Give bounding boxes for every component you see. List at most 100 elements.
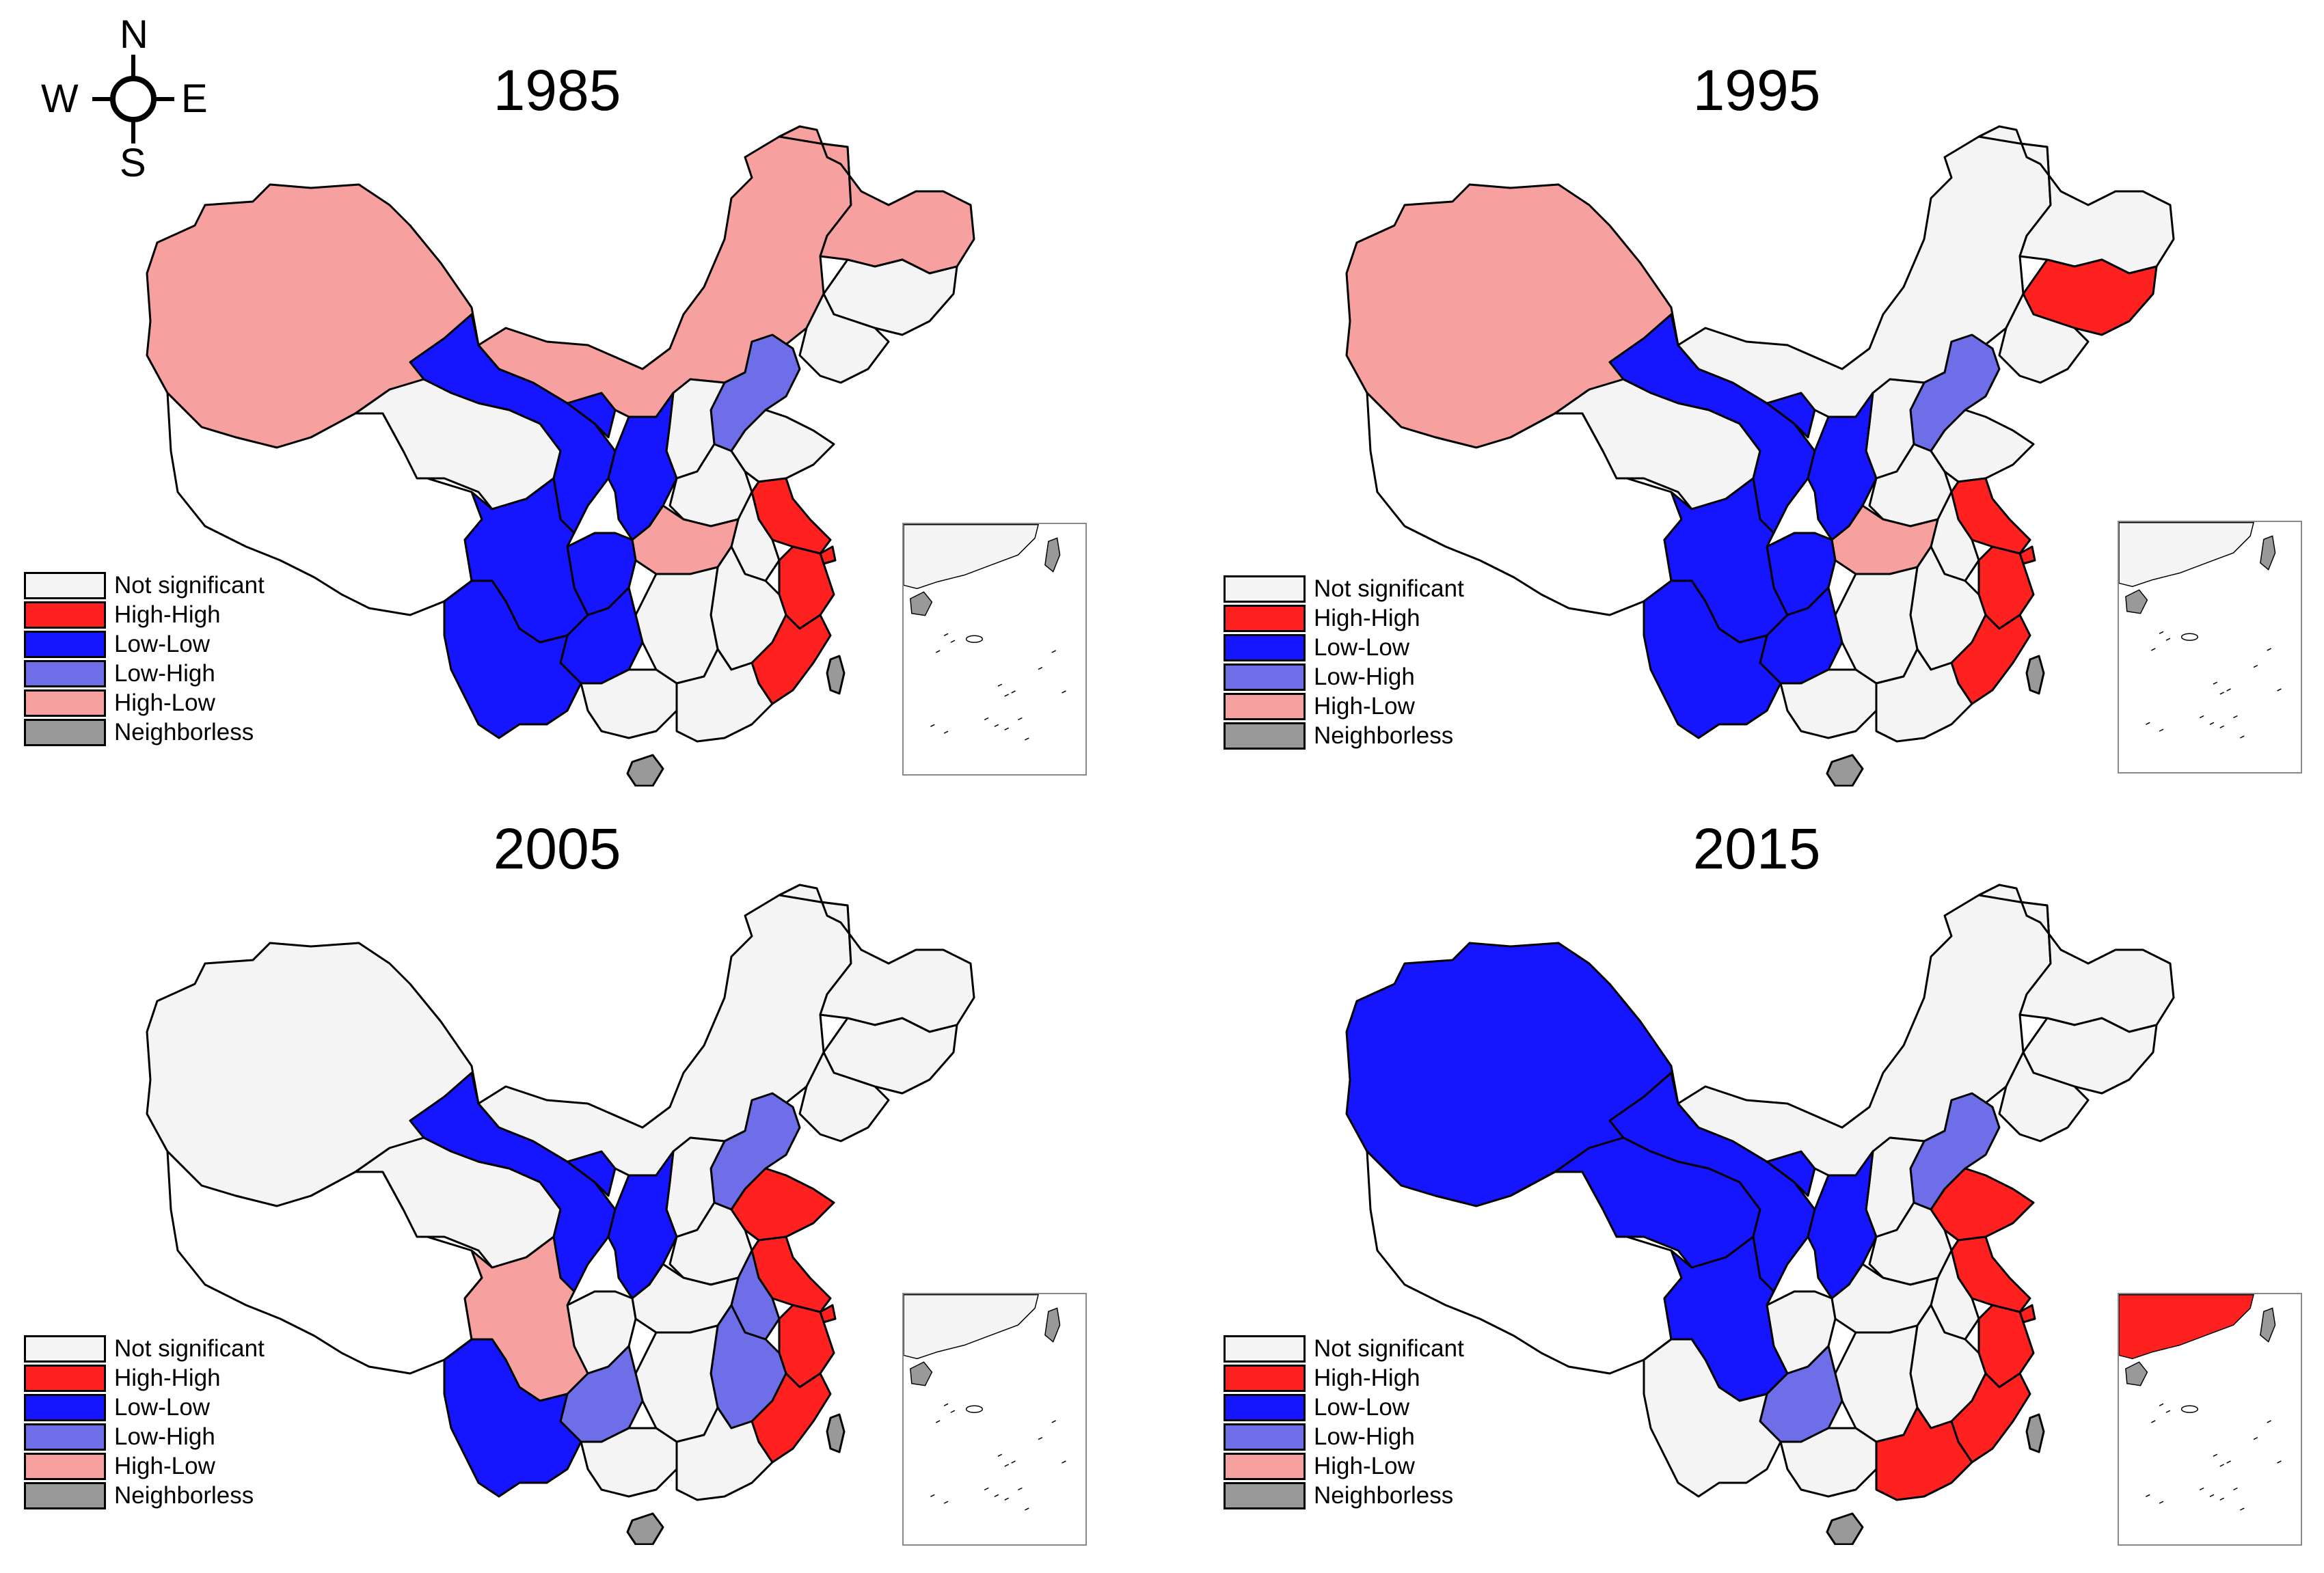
- inset-islet: [1051, 650, 1056, 653]
- map-legend: Not significant High-High Low-Low Low-High H…: [1224, 574, 1497, 750]
- inset-islet: [2159, 728, 2164, 732]
- province-guangdong: [1875, 648, 1973, 743]
- legend-swatch: [24, 718, 106, 746]
- china-map: [146, 125, 975, 786]
- legend-item: High-High: [24, 1363, 297, 1393]
- legend-swatch: [1224, 1423, 1306, 1451]
- province-taiwan: [826, 1413, 846, 1453]
- inset-island: [965, 1405, 984, 1413]
- province-hunan: [634, 566, 719, 685]
- inset-islet: [1038, 666, 1043, 670]
- province-hainan: [626, 754, 664, 786]
- legend-swatch: [24, 659, 106, 687]
- legend-label: Not significant: [114, 572, 265, 599]
- legend-item: High-Low: [1224, 1451, 1497, 1481]
- legend-swatch: [1224, 1364, 1306, 1392]
- legend-label: High-Low: [1314, 1453, 1415, 1479]
- inset-islet: [2240, 735, 2245, 739]
- legend-swatch: [1224, 604, 1306, 632]
- compass-west: W: [41, 77, 79, 121]
- inset-taiwan: [1044, 1307, 1061, 1343]
- legend-label: Low-Low: [1314, 634, 1410, 661]
- compass-icon: [92, 55, 174, 143]
- inset-island: [2180, 1405, 2199, 1413]
- province-liaoning: [1998, 292, 2090, 384]
- legend-item: Low-Low: [1224, 633, 1497, 662]
- inset-islet: [1025, 1507, 1029, 1511]
- legend-swatch: [24, 1335, 106, 1363]
- province-yunnan: [1643, 579, 1782, 739]
- inset-islet: [2219, 1497, 2225, 1501]
- inset-islet: [2159, 631, 2164, 634]
- legend-label: High-Low: [1314, 693, 1415, 720]
- inset-islet: [2277, 1460, 2282, 1464]
- province-heilongjiang: [778, 884, 975, 1033]
- inset-islet: [984, 1487, 989, 1491]
- province-heilongjiang: [1977, 884, 2175, 1033]
- legend-swatch: [24, 601, 106, 629]
- province-hunan: [1834, 566, 1919, 685]
- inset-islet: [935, 650, 941, 653]
- map-panel-2015: 2015 Not significant High-High Low-Low Low-…: [1200, 758, 2324, 1546]
- inset-islet: [2219, 1464, 2225, 1467]
- legend-item: Not significant: [1224, 574, 1497, 603]
- inset-islet: [943, 1501, 949, 1504]
- inset-taiwan: [2260, 535, 2276, 571]
- inset-islet: [2199, 1487, 2204, 1491]
- inset-islet: [2165, 638, 2171, 641]
- inset-islet: [935, 1420, 941, 1423]
- inset-islet: [1018, 717, 1023, 721]
- map-panel-1995: 1995 Not significant High-High Low-Low Low-…: [1200, 0, 2324, 786]
- inset-islet: [943, 633, 949, 636]
- legend-item: Low-High: [1224, 662, 1497, 692]
- inset-hainan: [2125, 1361, 2148, 1386]
- legend-label: Low-High: [1314, 664, 1415, 690]
- legend-swatch: [1224, 1452, 1306, 1480]
- legend-label: Low-Low: [114, 631, 211, 657]
- inset-islet: [1004, 727, 1010, 730]
- province-guangdong: [675, 1406, 774, 1501]
- inset-islet: [2165, 1410, 2171, 1413]
- inset-island: [965, 635, 984, 643]
- inset-islet: [984, 717, 989, 721]
- legend-item: Neighborless: [1224, 1481, 1497, 1510]
- inset-islet: [1062, 1460, 1066, 1464]
- legend-label: High-Low: [114, 689, 215, 716]
- legend-swatch: [24, 1452, 106, 1480]
- inset-taiwan: [2260, 1307, 2276, 1343]
- inset-taiwan: [1044, 537, 1061, 573]
- legend-label: Neighborless: [114, 719, 254, 746]
- province-yunnan: [443, 579, 582, 739]
- province-taiwan: [826, 655, 846, 695]
- province-hubei: [1830, 504, 1939, 575]
- south-china-sea-inset: [2118, 1293, 2302, 1546]
- legend-item: Neighborless: [1224, 721, 1497, 750]
- inset-islet: [2226, 688, 2231, 692]
- inset-islet: [1062, 690, 1066, 694]
- inset-islet: [1018, 1487, 1023, 1491]
- legend-item: High-Low: [1224, 692, 1497, 721]
- inset-islet: [930, 1494, 935, 1497]
- legend-item: Low-Low: [24, 629, 297, 659]
- legend-label: High-Low: [114, 1453, 215, 1479]
- province-liaoning: [798, 1051, 890, 1143]
- province-yunnan: [443, 1338, 582, 1498]
- province-shandong: [730, 1167, 835, 1242]
- map-legend: Not significant High-High Low-Low Low-High H…: [24, 571, 297, 747]
- province-shandong: [1930, 1167, 2035, 1242]
- inset-islet: [950, 640, 956, 643]
- inset-islet: [997, 1453, 1003, 1457]
- inset-islet: [1011, 690, 1016, 694]
- inset-islet: [1011, 1460, 1016, 1464]
- inset-hainan: [910, 591, 933, 616]
- province-hunan: [634, 1324, 719, 1443]
- province-liaoning: [798, 292, 890, 384]
- legend-swatch: [24, 689, 106, 717]
- province-hainan: [1826, 1512, 1864, 1545]
- province-hubei: [1830, 1263, 1939, 1334]
- panel-title: 1995: [1692, 58, 1821, 122]
- inset-hainan: [910, 1361, 933, 1386]
- inset-islet: [2233, 1487, 2238, 1491]
- legend-label: High-High: [1314, 1365, 1420, 1391]
- panel-title: 2015: [1692, 817, 1821, 881]
